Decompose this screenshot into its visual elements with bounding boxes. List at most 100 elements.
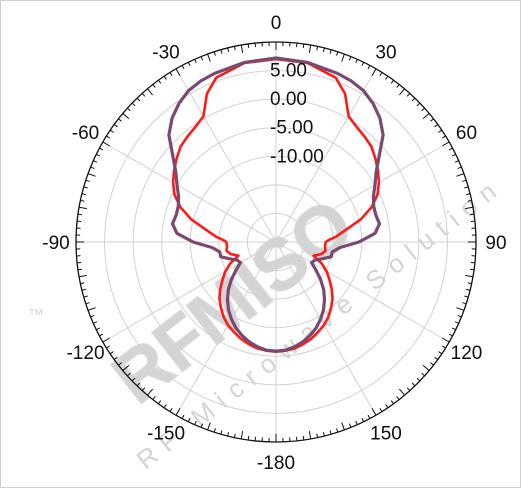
rim-tick — [87, 173, 96, 177]
rim-tick — [322, 47, 325, 52]
rim-tick — [181, 414, 185, 419]
rim-tick — [109, 129, 114, 133]
rim-tick — [470, 268, 475, 271]
rim-tick — [93, 160, 98, 163]
rim-tick — [329, 430, 332, 435]
rim-tick — [464, 274, 474, 278]
rim-tick — [96, 153, 101, 157]
rim-tick — [434, 124, 439, 128]
rim-tick — [456, 307, 465, 311]
rim-tick — [336, 428, 339, 433]
theta-tick-label: -90 — [42, 233, 69, 254]
rim-tick — [87, 307, 96, 311]
rim-tick — [336, 51, 339, 56]
rim-tick — [399, 388, 405, 396]
rim-tick — [367, 414, 371, 419]
rim-tick — [416, 377, 421, 382]
rim-tick — [90, 314, 95, 318]
rim-tick — [470, 213, 475, 216]
rim-tick — [464, 186, 469, 189]
rim-tick — [454, 321, 459, 324]
theta-tick-label: -120 — [66, 343, 104, 364]
theta-tick-label: 90 — [485, 233, 506, 254]
rim-tick — [457, 314, 462, 318]
rim-tick — [379, 407, 383, 412]
rim-tick — [152, 84, 156, 88]
grid-spoke — [275, 241, 450, 343]
theta-tick-label: -60 — [72, 123, 99, 144]
rim-tick — [396, 84, 400, 88]
rim-tick — [361, 417, 365, 422]
rim-tick — [406, 93, 411, 97]
rim-tick — [136, 382, 141, 387]
series-layer — [167, 56, 385, 353]
rim-tick — [441, 135, 446, 139]
rim-tick — [233, 433, 236, 438]
rim-tick — [147, 388, 153, 396]
rim-tick — [464, 206, 474, 210]
rim-tick — [141, 387, 146, 391]
grid-spoke — [275, 68, 377, 243]
rim-tick — [302, 43, 305, 48]
grid-spoke — [275, 141, 450, 243]
rim-tick — [213, 51, 216, 56]
rim-tick — [118, 118, 122, 122]
rim-tick — [127, 107, 131, 112]
rim-tick — [163, 75, 167, 80]
rim-tick — [462, 179, 467, 182]
rim-tick — [207, 53, 211, 62]
rim-tick — [102, 337, 110, 343]
rim-tick — [85, 179, 90, 182]
rim-tick — [247, 43, 250, 48]
rim-tick — [448, 333, 453, 337]
rim-tick — [456, 173, 465, 177]
theta-tick-label: 60 — [456, 123, 477, 144]
rim-tick — [355, 59, 358, 64]
rim-tick — [158, 400, 162, 405]
rim-tick — [99, 147, 104, 151]
rim-tick — [109, 351, 114, 355]
r-tick-label: 0.00 — [270, 89, 307, 110]
rim-tick — [464, 295, 469, 298]
watermark: RFMISO RF Microwave Solution ™ — [28, 171, 509, 476]
rim-tick — [454, 160, 459, 163]
rim-tick — [187, 417, 191, 422]
rim-tick — [422, 113, 430, 119]
rim-tick — [308, 430, 312, 440]
rim-tick — [213, 428, 216, 433]
rim-tick — [227, 47, 230, 52]
rim-tick — [441, 345, 446, 349]
rim-tick — [99, 333, 104, 337]
rim-tick — [122, 365, 130, 371]
rim-tick — [181, 65, 185, 70]
rim-tick — [438, 351, 443, 355]
rim-tick — [399, 88, 405, 96]
rim-tick — [227, 432, 230, 437]
rim-tick — [131, 377, 136, 382]
theta-tick-label: -180 — [257, 453, 295, 474]
theta-tick-label: 0 — [271, 13, 282, 34]
rim-tick — [194, 420, 197, 425]
rim-tick — [175, 68, 181, 76]
rim-tick — [77, 213, 82, 216]
rim-tick — [451, 327, 456, 331]
rim-tick — [93, 321, 98, 324]
rim-tick — [106, 135, 111, 139]
rim-tick — [80, 199, 85, 202]
rim-tick — [200, 423, 204, 428]
rim-tick — [421, 107, 425, 112]
rim-tick — [385, 404, 389, 409]
rim-tick — [152, 396, 156, 400]
rim-tick — [163, 404, 167, 409]
rim-tick — [385, 75, 389, 80]
grid-spoke — [275, 241, 377, 416]
r-tick-label: -5.00 — [270, 118, 313, 139]
rim-tick — [371, 408, 377, 416]
rim-tick — [411, 97, 416, 102]
rim-tick — [158, 79, 162, 84]
rim-tick — [322, 432, 325, 437]
rim-tick — [113, 124, 118, 128]
rim-tick — [316, 433, 319, 438]
rim-tick — [442, 141, 450, 147]
